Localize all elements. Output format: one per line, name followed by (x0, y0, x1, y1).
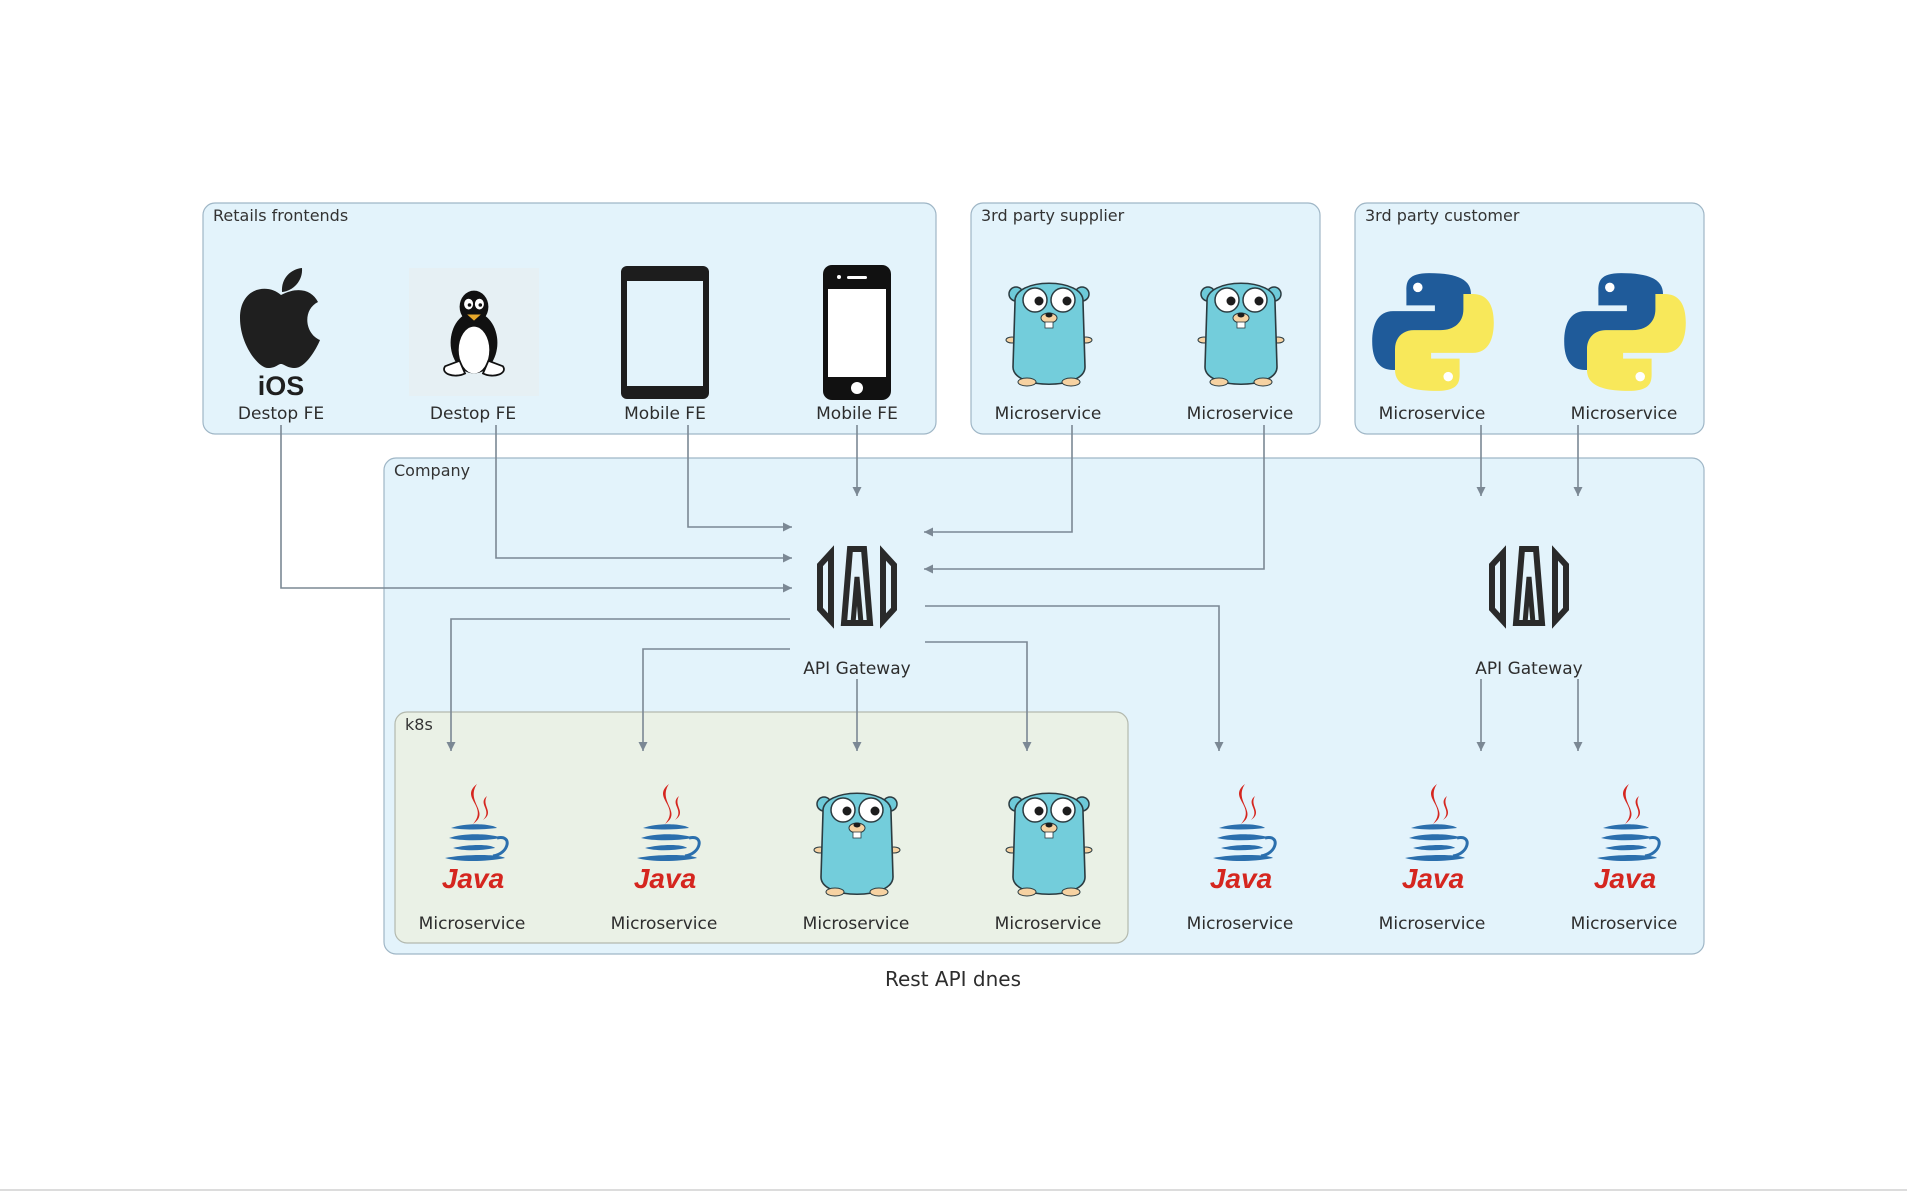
cluster-company-label: Company (394, 461, 470, 480)
go-gopher-icon (1005, 282, 1093, 387)
node-k8s-microservice-4[interactable]: Microservice (995, 792, 1102, 934)
node-label: Microservice (995, 404, 1102, 424)
edge-supplier1-to-gateway (924, 425, 1073, 537)
node-phone-mobile-fe[interactable]: Mobile FE (816, 265, 898, 424)
java-wordmark: Java (1210, 863, 1272, 894)
edge-gateway-to-k8s-ms2 (638, 648, 790, 751)
java-icon: Java (1402, 782, 1469, 894)
java-icon: Java (634, 782, 701, 894)
go-gopher-icon (1005, 792, 1093, 897)
node-label: API Gateway (1475, 659, 1582, 679)
node-linux-desktop-fe[interactable]: Destop FE (409, 268, 539, 424)
node-label: Microservice (1571, 404, 1678, 424)
cluster-supplier-label: 3rd party supplier (981, 206, 1125, 225)
edge-linux-to-gateway (495, 425, 792, 563)
java-wordmark: Java (1594, 863, 1656, 894)
diagram-caption: Rest API dnes (885, 967, 1021, 991)
cluster-retail-frontends: Retails frontends (202, 202, 937, 435)
node-ios-desktop-fe[interactable]: iOS Destop FE (238, 268, 324, 424)
java-wordmark: Java (442, 863, 504, 894)
node-label: Microservice (1187, 404, 1294, 424)
tablet-icon (621, 266, 709, 399)
go-gopher-icon (813, 792, 901, 897)
node-label: Microservice (1379, 404, 1486, 424)
edge-ios-to-gateway (280, 425, 792, 593)
node-api-gateway-2[interactable]: API Gateway (1475, 549, 1583, 679)
smartphone-icon (823, 265, 891, 400)
node-customer-microservice-1[interactable]: Microservice (1372, 273, 1494, 424)
edge-tablet-to-gateway (687, 425, 792, 532)
node-customer-microservice-2[interactable]: Microservice (1564, 273, 1686, 424)
cluster-retail-label: Retails frontends (213, 206, 348, 225)
java-icon: Java (1594, 782, 1661, 894)
node-k8s-microservice-1[interactable]: Java Microservice (419, 782, 526, 934)
java-wordmark: Java (634, 863, 696, 894)
node-label: Mobile FE (624, 404, 706, 424)
node-label: Microservice (1379, 914, 1486, 934)
node-company-microservice-3[interactable]: Java Microservice (1571, 782, 1678, 934)
node-tablet-mobile-fe[interactable]: Mobile FE (621, 266, 709, 424)
cluster-retail-box (202, 202, 937, 435)
edge-gateway-to-company-ms1 (925, 605, 1224, 751)
edge-gateway-to-k8s-ms4 (925, 641, 1032, 751)
node-label: Microservice (611, 914, 718, 934)
node-api-gateway-1[interactable]: API Gateway (803, 549, 911, 679)
ios-wordmark: iOS (258, 371, 305, 401)
go-gopher-icon (1197, 282, 1285, 387)
java-wordmark: Java (1402, 863, 1464, 894)
node-label: Microservice (1187, 914, 1294, 934)
node-label: Microservice (995, 914, 1102, 934)
node-k8s-microservice-2[interactable]: Java Microservice (611, 782, 718, 934)
edge-supplier2-to-gateway (924, 425, 1265, 574)
apple-ios-icon: iOS (240, 268, 320, 401)
node-label: API Gateway (803, 659, 910, 679)
cluster-k8s: k8s (394, 711, 1129, 944)
node-label: Microservice (419, 914, 526, 934)
node-company-microservice-1[interactable]: Java Microservice (1187, 782, 1294, 934)
node-label: Mobile FE (816, 404, 898, 424)
node-company-microservice-2[interactable]: Java Microservice (1379, 782, 1486, 934)
node-label: Microservice (803, 914, 910, 934)
node-k8s-microservice-3[interactable]: Microservice (803, 792, 910, 934)
node-label: Destop FE (238, 404, 324, 424)
edges (280, 425, 1583, 751)
cluster-k8s-box (394, 711, 1129, 944)
node-supplier-microservice-1[interactable]: Microservice (995, 282, 1102, 424)
node-label: Destop FE (430, 404, 516, 424)
cluster-customer-label: 3rd party customer (1365, 206, 1520, 225)
cluster-k8s-label: k8s (405, 715, 433, 734)
java-icon: Java (1210, 782, 1277, 894)
node-supplier-microservice-2[interactable]: Microservice (1187, 282, 1294, 424)
node-label: Microservice (1571, 914, 1678, 934)
java-icon: Java (442, 782, 509, 894)
edge-gateway-to-k8s-ms1 (446, 618, 790, 751)
